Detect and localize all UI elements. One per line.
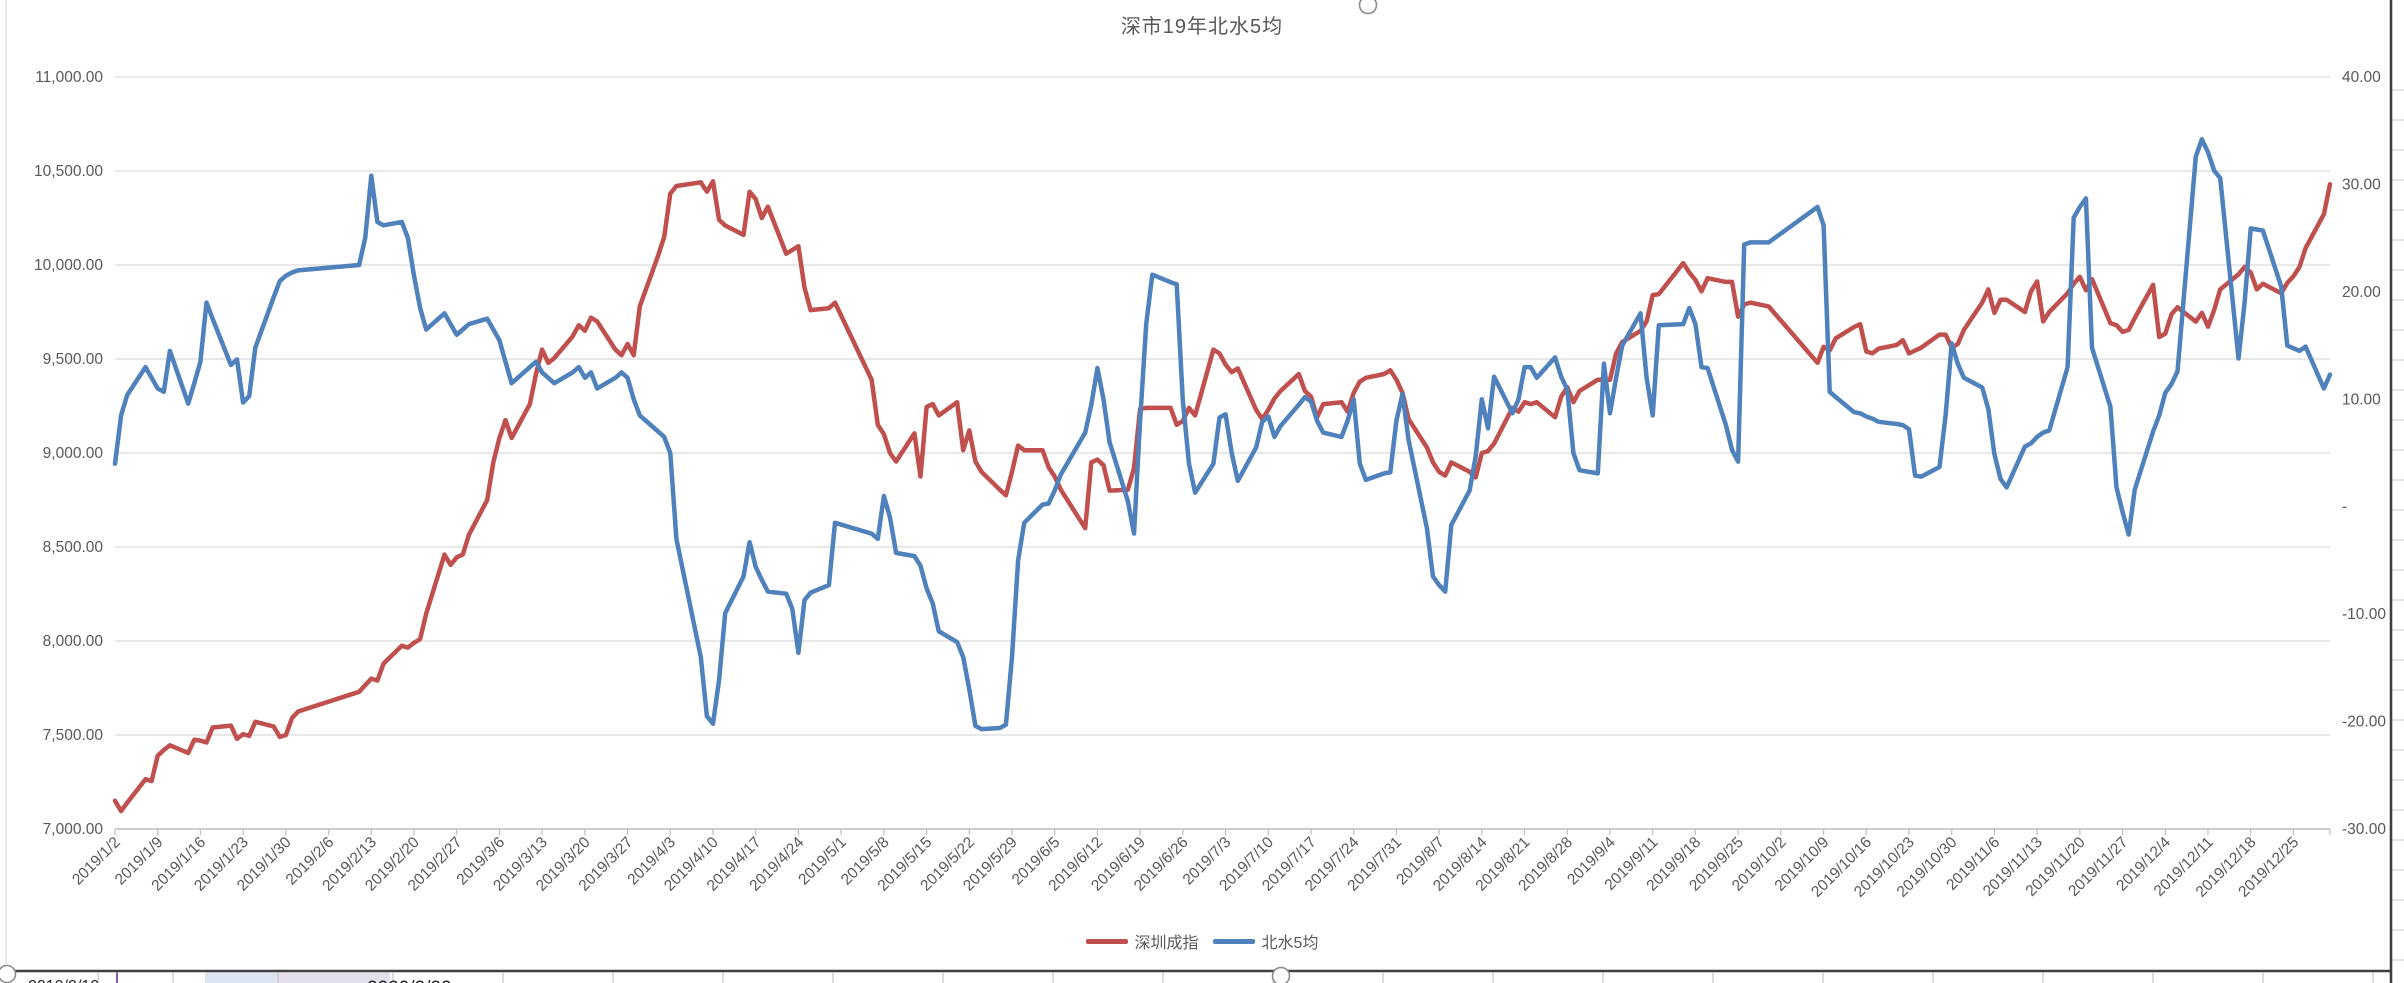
left-axis-tick-label: 11,000.00 xyxy=(35,69,103,86)
legend-label: 北水5均 xyxy=(1261,935,1319,952)
selection-handle-bottom-center[interactable] xyxy=(1271,966,1291,983)
right-axis-tick-label: 40.00 xyxy=(2342,69,2381,86)
legend-item-northbound-5avg[interactable]: 北水5均 xyxy=(1212,929,1319,953)
chart-legend: 深圳成指 北水5均 xyxy=(0,929,2404,953)
sheet-cell-text: 2019/2/10 xyxy=(28,978,99,983)
selection-handle-top-center[interactable] xyxy=(1358,0,1378,15)
selection-handle-bottom-left[interactable] xyxy=(0,964,17,983)
series-line-northbound-5avg[interactable] xyxy=(112,137,2333,732)
legend-line-swatch-red xyxy=(1085,938,1128,944)
sheet-cell-fill xyxy=(205,972,278,983)
left-axis-tick-label: 8,000.00 xyxy=(43,633,104,650)
right-axis-tick-label: -20.00 xyxy=(2342,714,2386,731)
legend-label: 深圳成指 xyxy=(1134,935,1199,952)
right-axis-tick-label: - xyxy=(2342,499,2347,516)
right-axis-tick-label: 10.00 xyxy=(2342,391,2381,408)
right-axis-tick-label: -10.00 xyxy=(2342,606,2386,623)
left-axis-tick-label: 10,500.00 xyxy=(34,163,103,180)
left-axis-tick-label: 10,000.00 xyxy=(34,257,103,274)
legend-item-shenzhen-index[interactable]: 深圳成指 xyxy=(1085,929,1199,953)
legend-line-swatch-blue xyxy=(1212,938,1255,944)
left-axis-tick-label: 9,500.00 xyxy=(43,351,104,368)
left-axis-tick-label: 7,500.00 xyxy=(43,727,104,744)
left-axis-tick-label: 7,000.00 xyxy=(43,821,104,838)
left-axis-tick-label: 9,000.00 xyxy=(43,445,104,462)
sheet-cell-fill xyxy=(278,972,390,983)
chart-title: 深市19年北水5均 xyxy=(1120,16,1284,38)
right-axis-tick-label: 20.00 xyxy=(2342,284,2381,301)
right-axis-tick-label: -30.00 xyxy=(2342,821,2386,838)
right-axis-tick-label: 30.00 xyxy=(2342,176,2381,193)
series-line-shenzhen-index[interactable] xyxy=(112,179,2333,814)
left-axis-tick-label: 8,500.00 xyxy=(43,539,104,556)
